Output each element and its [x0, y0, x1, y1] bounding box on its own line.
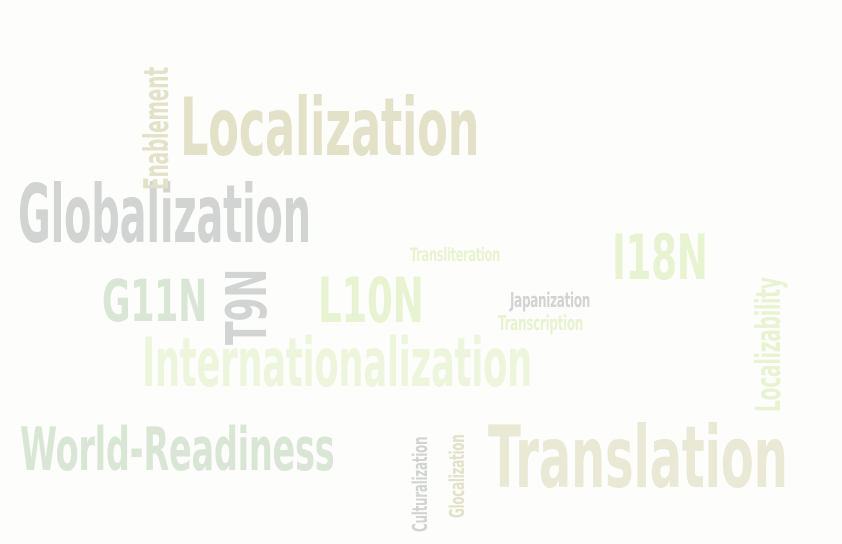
word-enablement: Enablement — [137, 67, 177, 190]
word-localization: Localization — [180, 81, 480, 174]
word-world-readiness: World-Readiness — [20, 415, 335, 485]
word-culturalization: Culturalization — [408, 436, 432, 532]
word-internationalization: Internationalization — [142, 324, 533, 403]
word-i18n: I18N — [612, 221, 708, 294]
word-l10n: L10N — [318, 264, 424, 337]
word-japanization: Japanization — [510, 288, 591, 312]
word-globalization: Globalization — [18, 168, 311, 261]
word-g11n: G11N — [102, 267, 207, 335]
word-localizability: Localizability — [749, 277, 789, 412]
word-t9n: T9N — [215, 269, 280, 345]
word-translation: Translation — [488, 408, 788, 508]
word-transliteration: Transliteration — [410, 244, 500, 266]
word-glocalization: Glocalization — [445, 434, 469, 518]
word-transcription: Transcription — [498, 311, 584, 335]
